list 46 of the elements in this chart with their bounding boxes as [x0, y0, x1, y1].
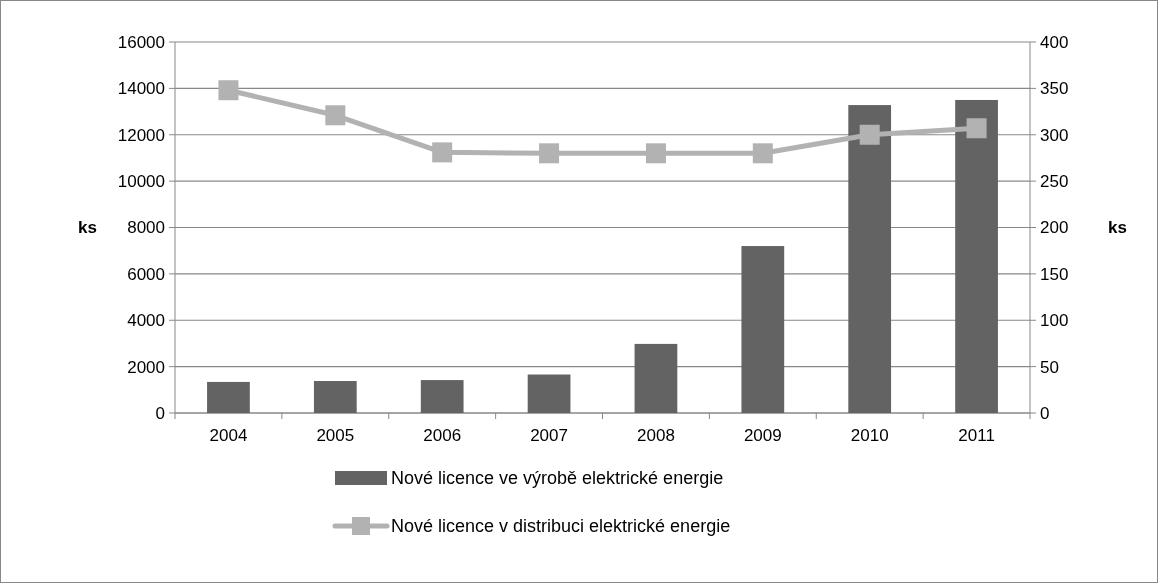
x-tick-label: 2011	[958, 426, 995, 445]
point	[218, 80, 239, 101]
legend-label: Nové licence v distribuci elektrické energie	[391, 516, 731, 537]
point	[539, 143, 560, 164]
x-tick-label: 2004	[209, 426, 248, 445]
x-tick-label: 2010	[850, 426, 889, 445]
y-tick-label: 8000	[127, 218, 165, 238]
y2-tick-label: 50	[1040, 357, 1059, 377]
bar	[207, 381, 250, 413]
y-tick-label: 4000	[127, 311, 165, 331]
bar	[313, 381, 357, 413]
y2-tick-label: 350	[1040, 79, 1069, 99]
y2-tick-label: 250	[1040, 172, 1069, 192]
y-tick-label: 16000	[117, 32, 165, 52]
y-tick-label: 2000	[127, 357, 165, 377]
y2-tick-label: 0	[1040, 403, 1050, 423]
bar	[420, 380, 464, 413]
bar	[955, 99, 998, 413]
point	[966, 118, 987, 139]
x-tick-label: 2009	[743, 426, 782, 445]
point	[859, 124, 880, 145]
y-tick-label: 10000	[117, 172, 165, 192]
y2-tick-label: 200	[1040, 218, 1069, 238]
y-tick-label: 0	[155, 403, 165, 423]
y-tick-label: 14000	[117, 79, 165, 99]
point	[325, 105, 346, 126]
bar	[848, 105, 892, 413]
y-tick-label: 6000	[127, 264, 165, 284]
y-axis-title: ks	[78, 218, 97, 238]
y2-tick-label: 300	[1040, 125, 1069, 145]
point	[645, 143, 666, 164]
bar	[741, 246, 785, 413]
bar	[527, 374, 571, 413]
x-tick-label: 2006	[423, 426, 462, 445]
y2-tick-label: 100	[1040, 311, 1069, 331]
x-tick-label: 2005	[316, 426, 355, 445]
x-tick-label: 2007	[530, 426, 568, 445]
y2-tick-label: 400	[1040, 32, 1069, 52]
y2-axis-title: ks	[1108, 218, 1127, 238]
bar	[634, 343, 678, 413]
y2-tick-label: 150	[1040, 264, 1069, 284]
x-tick-label: 2008	[637, 426, 675, 445]
point	[752, 143, 773, 164]
y-tick-label: 12000	[117, 125, 165, 145]
legend-label: Nové licence ve výrobě elektrické energie	[391, 468, 724, 489]
point	[432, 142, 453, 163]
